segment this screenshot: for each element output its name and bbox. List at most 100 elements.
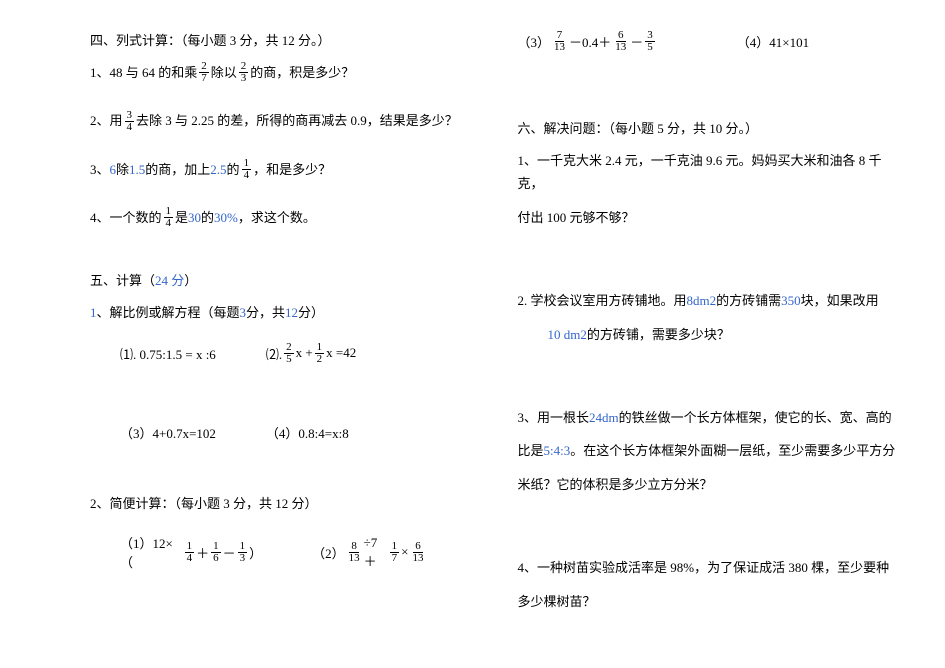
problem-6-1-line2: 付出 100 元够不够？ (518, 206, 906, 229)
problem-4-4: 4、一个数的 14 是 30 的 30% ，求这个数。 (90, 206, 478, 229)
fraction-1-4b: 14 (164, 206, 174, 229)
value: 350 (781, 289, 801, 312)
text: 块，如果改用 (801, 289, 879, 312)
equation-1: ⑴. 0.75:1.5 = x :6 (120, 342, 216, 365)
text: ） (184, 270, 197, 289)
text: 2、用 (90, 109, 123, 132)
text: 分） (298, 301, 324, 324)
text: 去除 3 与 2.25 的差，所得的商再减去 0.9，结果是多少？ (136, 109, 458, 132)
section-5-sub2: 2、简便计算：（每小题 3 分，共 12 分） (90, 492, 478, 515)
equations-row-2: （3）4+0.7x=102 （4）0.8:4=x:8 (120, 423, 478, 442)
problem-6-4-line2: 多少棵树苗？ (518, 590, 906, 613)
calc-row-1: （1）12×（ 14 ＋ 16 － 13 ） （2） 813 ÷7＋ 17 × … (120, 533, 478, 571)
calc-1: （1）12×（ 14 ＋ 16 － 13 ） (120, 533, 262, 571)
text: 的商，积是多少？ (250, 61, 354, 84)
section-6-title: 六、解决问题：（每小题 5 分，共 10 分。） (518, 118, 906, 137)
text: x =42 (326, 345, 356, 361)
fraction-8-13: 813 (347, 541, 362, 564)
fraction-1-6: 16 (211, 541, 221, 564)
text: 。在这个长方体框架外面糊一层纸，至少需要多少平方分 (570, 439, 895, 462)
text: （2） (312, 543, 345, 562)
text: × (401, 544, 408, 560)
text: 1、48 与 64 的和乘 (90, 61, 197, 84)
value: 30% (214, 206, 238, 229)
value: 5:4:3 (544, 439, 571, 462)
problem-6-3-line1: 3、用一根长 24dm 的铁丝做一个长方体框架，使它的长、宽、高的 (518, 406, 906, 429)
text: －0.4＋ (569, 32, 611, 51)
calc-3: （3） 713 －0.4＋ 613 － 35 (518, 30, 657, 53)
fraction-1-4: 14 (242, 158, 252, 181)
text: 2. 学校会议室用方砖铺地。用 (518, 289, 687, 312)
problem-4-1: 1、48 与 64 的和乘 27 除以 23 的商，积是多少？ (90, 61, 478, 84)
text: 除 (116, 158, 129, 181)
calc-2: （2） 813 ÷7＋ 17 × 613 (312, 533, 427, 571)
text: ÷7＋ (364, 535, 388, 570)
equation-3: （3）4+0.7x=102 (120, 423, 216, 442)
problem-6-3-line3: 米纸？它的体积是多少立方分米？ (518, 473, 906, 496)
text: 五、计算（ (90, 270, 155, 289)
text: 比是 (518, 439, 544, 462)
text: x + (296, 345, 313, 361)
equations-row-1: ⑴. 0.75:1.5 = x :6 ⑵. 25 x + 12 x =42 (120, 342, 478, 365)
problem-6-4-line1: 4、一种树苗实验成活率是 98%，为了保证成活 380 棵，至少要种 (518, 556, 906, 579)
value: 8dm2 (687, 289, 717, 312)
value: 24 分 (155, 270, 184, 289)
text: 的方砖铺，需要多少块？ (587, 323, 730, 346)
text: 的商，加上 (145, 158, 210, 181)
text: ⑵. (266, 344, 282, 363)
section-5-title: 五、计算（ 24 分 ） (90, 270, 478, 289)
fraction-2-5: 25 (284, 342, 294, 365)
text: 3、用一根长 (518, 406, 590, 429)
text: － (630, 32, 643, 51)
calc-4: （4）41×101 (737, 32, 809, 51)
value: 30 (188, 206, 201, 229)
text: 的方砖铺需 (716, 289, 781, 312)
fraction-6-13: 613 (411, 541, 426, 564)
text: （4）0.8:4=x:8 (266, 423, 349, 442)
value: 10 dm2 (548, 323, 587, 346)
problem-6-2-line1: 2. 学校会议室用方砖铺地。用 8dm2 的方砖铺需 350 块，如果改用 (518, 289, 906, 312)
problem-6-1-line1: 1、一千克大米 2.4 元，一千克油 9.6 元。妈妈买大米和油各 8 千克， (518, 149, 906, 196)
text: 是 (175, 206, 188, 229)
fraction-7-13: 713 (552, 30, 567, 53)
text: 4、一个数的 (90, 206, 162, 229)
fraction-1-7: 17 (390, 541, 400, 564)
text: 3、 (90, 158, 110, 181)
problem-6-3-line2: 比是 5:4:3 。在这个长方体框架外面糊一层纸，至少需要多少平方分 (518, 439, 906, 462)
text: ＋ (196, 543, 209, 562)
text: ⑴. 0.75:1.5 = x :6 (120, 344, 216, 363)
text: （3） (518, 32, 551, 51)
text: ，和是多少？ (253, 158, 331, 181)
fraction-3-4: 34 (125, 110, 135, 133)
value: 24dm (589, 406, 619, 429)
text: ，求这个数。 (238, 206, 316, 229)
text: （1）12×（ (120, 533, 183, 571)
calc-row-2: （3） 713 －0.4＋ 613 － 35 （4）41×101 (518, 30, 906, 53)
fraction-1-3: 13 (238, 541, 248, 564)
section-5-sub1: 1 、解比例或解方程（每题 3 分，共 12 分） (90, 301, 478, 324)
section-4-title: 四、列式计算：（每小题 3 分，共 12 分。） (90, 30, 478, 49)
text: 的 (201, 206, 214, 229)
text: （4）41×101 (737, 32, 809, 51)
problem-4-3: 3、 6 除 1.5 的商，加上 2.5 的 14 ，和是多少？ (90, 158, 478, 181)
fraction-1-4c: 14 (185, 541, 195, 564)
value: 1.5 (129, 158, 145, 181)
text: 、解比例或解方程（每题 (97, 301, 240, 324)
fraction-6-13b: 613 (613, 30, 628, 53)
text: ） (249, 543, 262, 562)
text: 的 (227, 158, 240, 181)
problem-4-2: 2、用 34 去除 3 与 2.25 的差，所得的商再减去 0.9，结果是多少？ (90, 109, 478, 132)
value: 2.5 (210, 158, 226, 181)
text: － (223, 543, 236, 562)
fraction-2-3: 23 (239, 61, 249, 84)
equation-4: （4）0.8:4=x:8 (266, 423, 349, 442)
text: 分，共 (246, 301, 285, 324)
text: 除以 (211, 61, 237, 84)
fraction-2-7: 27 (199, 61, 209, 84)
fraction-1-2: 12 (315, 342, 325, 365)
text: （3）4+0.7x=102 (120, 423, 216, 442)
value: 12 (285, 301, 298, 324)
equation-2: ⑵. 25 x + 12 x =42 (266, 342, 356, 365)
text: 的铁丝做一个长方体框架，使它的长、宽、高的 (619, 406, 892, 429)
fraction-3-5: 35 (645, 30, 655, 53)
